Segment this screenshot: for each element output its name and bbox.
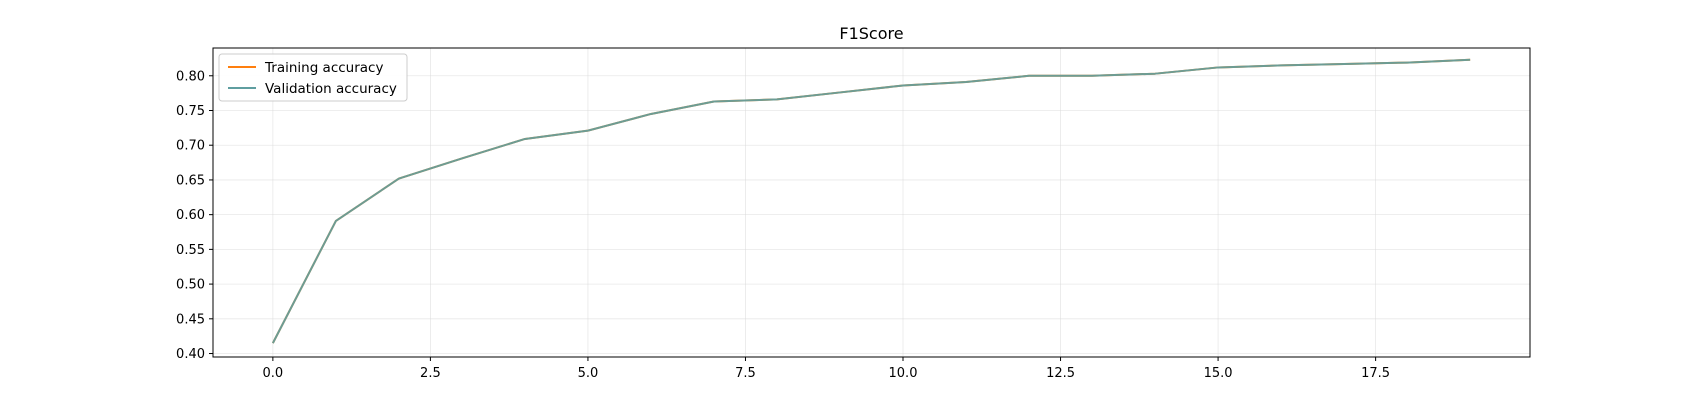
legend-label: Training accuracy xyxy=(264,60,383,76)
x-axis-ticks: 0.0 2.5 5.0 7.5 10.0 12.5 15.0 17.5 xyxy=(263,357,1390,381)
series-layer xyxy=(271,58,1471,344)
series-line-validation xyxy=(271,58,1471,344)
series-line-training xyxy=(271,58,1471,344)
x-tick-label: 7.5 xyxy=(735,366,756,381)
y-tick-label: 0.65 xyxy=(176,173,205,188)
x-tick-label: 15.0 xyxy=(1204,366,1233,381)
legend-label: Validation accuracy xyxy=(265,81,397,97)
y-tick-label: 0.75 xyxy=(176,104,205,119)
x-tick-label: 12.5 xyxy=(1046,366,1075,381)
legend-box xyxy=(218,53,408,102)
legend: Training accuracy Validation accuracy xyxy=(218,53,408,102)
y-tick-label: 0.80 xyxy=(176,69,205,84)
x-tick-label: 2.5 xyxy=(420,366,441,381)
y-tick-label: 0.70 xyxy=(176,139,205,154)
axes-frame xyxy=(212,47,1531,358)
x-tick-label: 10.0 xyxy=(889,366,918,381)
y-tick-label: 0.60 xyxy=(176,208,205,223)
chart-title: F1Score xyxy=(839,24,903,43)
y-axis-ticks: 0.40 0.45 0.50 0.55 0.60 0.65 0.70 0.75 0.80 xyxy=(176,69,213,362)
x-tick-label: 5.0 xyxy=(578,366,599,381)
y-tick-label: 0.50 xyxy=(176,278,205,293)
grid-layer xyxy=(213,48,1530,357)
x-tick-label: 0.0 xyxy=(263,366,284,381)
y-tick-label: 0.55 xyxy=(176,243,205,258)
y-tick-label: 0.45 xyxy=(176,312,205,327)
x-tick-label: 17.5 xyxy=(1361,366,1390,381)
y-tick-label: 0.40 xyxy=(176,347,205,362)
